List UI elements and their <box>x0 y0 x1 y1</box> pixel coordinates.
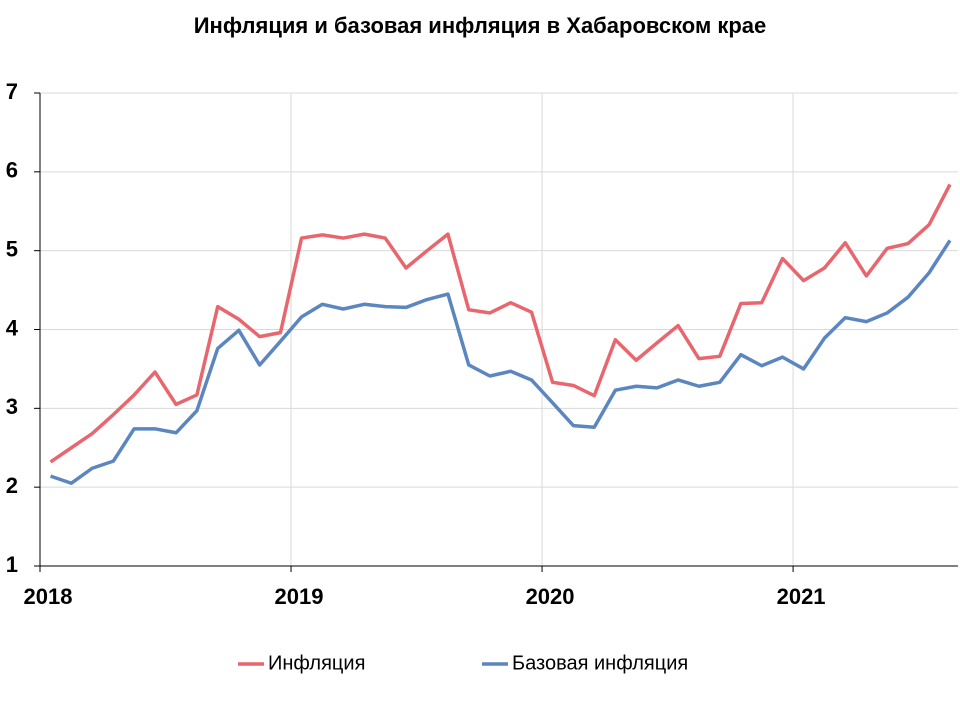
x-tick-label: 2021 <box>777 584 826 609</box>
x-tick-label: 2018 <box>24 584 73 609</box>
chart-title: Инфляция и базовая инфляция в Хабаровско… <box>194 13 767 38</box>
y-tick-label: 3 <box>6 394 18 419</box>
series-line <box>49 239 952 485</box>
x-tick-label: 2019 <box>275 584 324 609</box>
legend-label: Инфляция <box>268 652 365 674</box>
y-tick-label: 2 <box>6 473 18 498</box>
y-tick-label: 1 <box>6 552 18 577</box>
y-tick-label: 4 <box>6 315 19 340</box>
y-tick-label: 5 <box>6 236 18 261</box>
x-tick-label: 2020 <box>526 584 575 609</box>
series-line <box>49 183 952 464</box>
y-tick-label: 6 <box>6 158 18 183</box>
legend-label: Базовая инфляция <box>512 652 688 674</box>
y-tick-label: 7 <box>6 79 18 104</box>
